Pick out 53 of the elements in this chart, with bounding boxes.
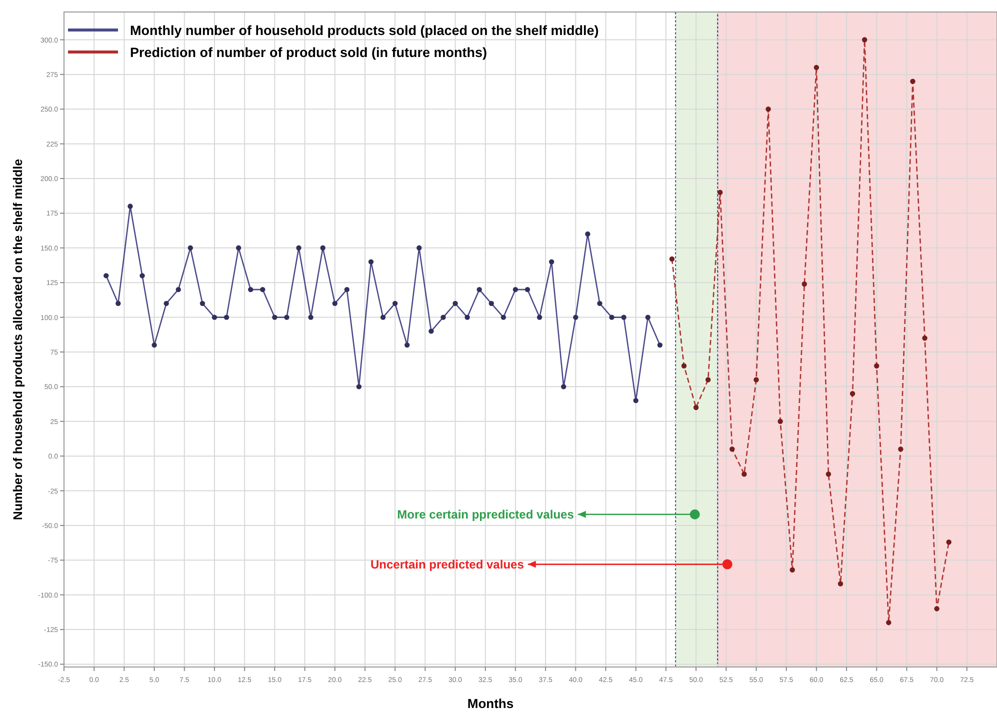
point xyxy=(116,300,121,306)
point xyxy=(585,231,590,237)
point xyxy=(657,342,663,348)
point xyxy=(597,300,602,306)
point xyxy=(368,259,374,264)
point xyxy=(236,245,242,251)
point xyxy=(128,204,133,209)
point xyxy=(320,245,326,251)
point xyxy=(452,300,458,306)
point xyxy=(440,314,446,320)
point xyxy=(356,384,362,390)
point xyxy=(609,314,614,320)
point xyxy=(272,314,278,320)
point xyxy=(500,314,506,320)
point xyxy=(152,342,157,348)
point xyxy=(260,286,266,292)
point xyxy=(645,314,650,320)
point xyxy=(380,314,386,320)
point xyxy=(248,286,254,292)
point xyxy=(476,286,482,292)
point xyxy=(164,300,169,306)
legend-label: Monthly number of household products sold (placed on the shelf middle) xyxy=(130,23,599,38)
x-axis-title: Months xyxy=(467,696,514,711)
point xyxy=(332,300,338,306)
point xyxy=(633,398,638,404)
y-axis-title: Number of household products allocated on the shelf middle xyxy=(11,158,25,520)
point xyxy=(573,314,578,320)
point xyxy=(416,245,422,251)
point xyxy=(464,314,470,320)
point xyxy=(524,286,530,292)
point xyxy=(404,342,410,348)
point xyxy=(512,286,518,292)
band-label: More certain ppredicted values xyxy=(397,507,574,522)
point xyxy=(548,259,554,264)
point xyxy=(561,384,566,390)
point xyxy=(296,245,302,251)
point xyxy=(224,314,230,320)
legend-label: Prediction of number of product sold (in future months) xyxy=(130,45,487,60)
band-label: Uncertain predicted values xyxy=(370,557,524,572)
point xyxy=(621,314,626,320)
point xyxy=(104,273,109,278)
point xyxy=(428,328,434,334)
point xyxy=(344,286,350,292)
point xyxy=(392,300,398,306)
point xyxy=(488,300,494,306)
point xyxy=(284,314,290,320)
point xyxy=(188,245,194,251)
point xyxy=(212,314,218,320)
point xyxy=(176,286,181,292)
point xyxy=(536,314,542,320)
point xyxy=(200,300,206,306)
point xyxy=(308,314,314,320)
point xyxy=(140,273,145,278)
